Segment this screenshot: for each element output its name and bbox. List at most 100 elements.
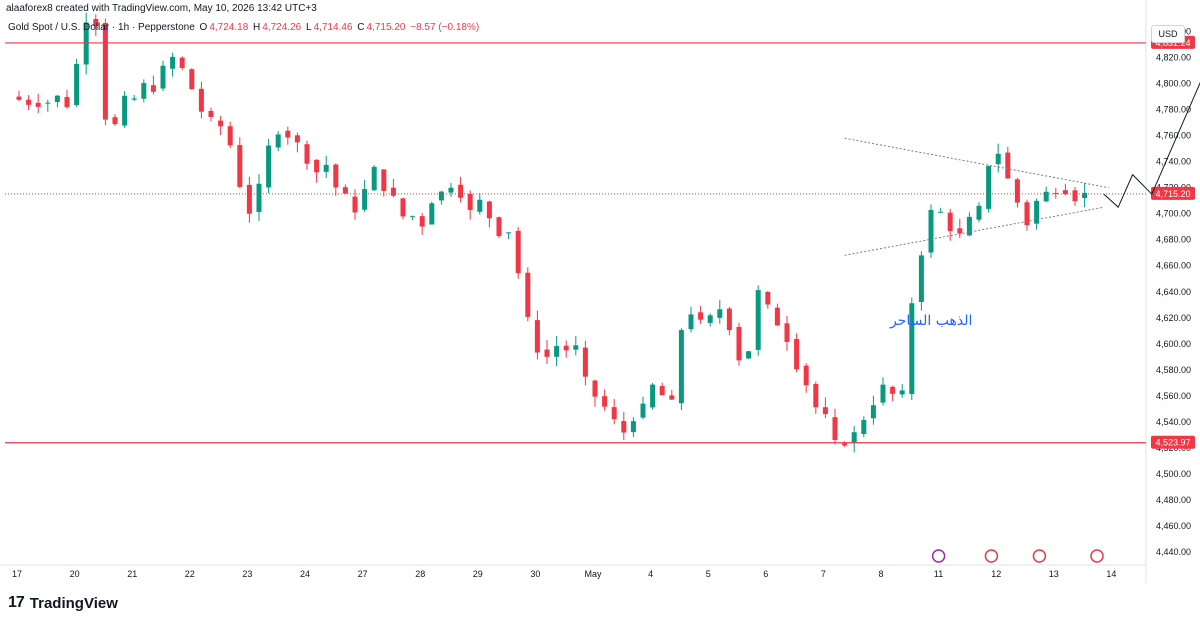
candle-body xyxy=(458,184,464,198)
candle-body xyxy=(928,209,934,253)
candle-body xyxy=(630,421,636,433)
y-tick-label: 4,660.00 xyxy=(1156,261,1191,271)
earnings-event-icon xyxy=(931,549,946,563)
x-tick-label: 23 xyxy=(242,569,252,579)
candle-body xyxy=(832,417,838,440)
candle-body xyxy=(141,83,147,99)
candle-body xyxy=(45,102,51,104)
candle-body xyxy=(198,88,204,112)
candle-body xyxy=(333,164,339,188)
symbol-legend[interactable]: Gold Spot / U.S. Dollar · 1h · Peppersto… xyxy=(8,22,481,33)
candle-body xyxy=(1082,192,1088,198)
candle-body xyxy=(1072,190,1078,202)
low-value: 4,714.46 xyxy=(313,22,353,33)
candle-body xyxy=(227,126,233,146)
currency-button[interactable]: USD xyxy=(1151,25,1185,43)
x-tick-label: 14 xyxy=(1106,569,1116,579)
economic-event-icon xyxy=(1090,549,1104,563)
y-tick-label: 4,700.00 xyxy=(1156,209,1191,219)
low-label: L xyxy=(306,22,312,33)
candle-body xyxy=(429,203,435,225)
y-tick-label: 4,540.00 xyxy=(1156,417,1191,427)
candle-body xyxy=(102,23,108,120)
projection-path xyxy=(1103,81,1200,209)
candle-body xyxy=(880,384,886,403)
candle-body xyxy=(419,216,425,227)
x-tick-label: 13 xyxy=(1049,569,1059,579)
x-tick-label: 28 xyxy=(415,569,425,579)
candle-body xyxy=(592,380,598,397)
candle-body xyxy=(477,199,483,212)
high-label: H xyxy=(253,22,261,33)
candle-body xyxy=(870,405,876,419)
candle-body xyxy=(371,166,377,191)
candle-body xyxy=(179,57,185,68)
open-label: O xyxy=(199,22,208,33)
y-tick-label: 4,820.00 xyxy=(1156,53,1191,63)
candle-body xyxy=(26,99,32,105)
tradingview-logo-icon: 17 xyxy=(8,594,25,611)
candle-body xyxy=(74,63,80,106)
candle-body xyxy=(573,345,579,350)
candle-body xyxy=(486,201,492,219)
price-chart[interactable]: 4,440.004,460.004,480.004,500.004,520.00… xyxy=(0,0,1200,590)
candle-body xyxy=(909,303,915,395)
candle-body xyxy=(995,153,1001,165)
candle-body xyxy=(515,230,521,274)
x-tick-label: 4 xyxy=(648,569,653,579)
candle-body xyxy=(842,443,848,446)
symbol-name: Gold Spot / U.S. Dollar · 1h · Peppersto… xyxy=(8,22,195,33)
candle-body xyxy=(64,96,70,108)
candle-body xyxy=(947,212,953,232)
candle-body xyxy=(400,198,406,217)
high-value: 4,724.26 xyxy=(262,22,302,33)
candle-body xyxy=(717,309,723,318)
y-tick-label: 4,800.00 xyxy=(1156,79,1191,89)
x-tick-label: 6 xyxy=(763,569,768,579)
y-tick-label: 4,680.00 xyxy=(1156,235,1191,245)
candle-body xyxy=(352,196,358,213)
chart-annotation-text: الذهب الساحر xyxy=(890,313,973,329)
candle-body xyxy=(314,159,320,173)
open-value: 4,724.18 xyxy=(209,22,249,33)
candle-body xyxy=(746,351,752,359)
candle-body xyxy=(554,346,560,357)
candle-body xyxy=(1062,190,1068,195)
y-tick-label: 4,740.00 xyxy=(1156,157,1191,167)
candle-body xyxy=(976,205,982,220)
y-tick-label: 4,440.00 xyxy=(1156,547,1191,557)
x-tick-label: 27 xyxy=(358,569,368,579)
candle-body xyxy=(774,307,780,326)
candle-body xyxy=(218,120,224,127)
triangle-upper-line xyxy=(844,137,1109,189)
candle-body xyxy=(650,384,656,408)
tradingview-brand[interactable]: 17 TradingView xyxy=(8,594,118,612)
candle-body xyxy=(678,330,684,404)
candle-body xyxy=(784,323,790,342)
level-price-label: 4,523.97 xyxy=(1155,438,1190,448)
candle-body xyxy=(410,216,416,218)
x-tick-label: 30 xyxy=(530,569,540,579)
candle-body xyxy=(1005,152,1011,179)
candle-body xyxy=(150,85,156,92)
candle-body xyxy=(582,347,588,377)
x-tick-label: 22 xyxy=(185,569,195,579)
change-value: −8.57 (−0.18%) xyxy=(410,22,480,33)
y-tick-label: 4,780.00 xyxy=(1156,105,1191,115)
brand-name: TradingView xyxy=(29,594,118,612)
candle-body xyxy=(381,169,387,191)
candle-body xyxy=(16,96,22,100)
candle-body xyxy=(304,144,310,164)
candle-body xyxy=(1024,202,1030,226)
candle-body xyxy=(266,145,272,188)
candle-body xyxy=(899,390,905,395)
candle-body xyxy=(35,102,41,107)
candle-body xyxy=(390,187,396,196)
candle-body xyxy=(1043,191,1049,202)
candle-body xyxy=(861,420,867,434)
economic-event-icon xyxy=(1032,549,1047,563)
candle-body xyxy=(621,421,627,433)
candle-body xyxy=(986,166,992,209)
x-tick-label: 17 xyxy=(12,569,22,579)
triangle-lower-line xyxy=(844,206,1104,256)
